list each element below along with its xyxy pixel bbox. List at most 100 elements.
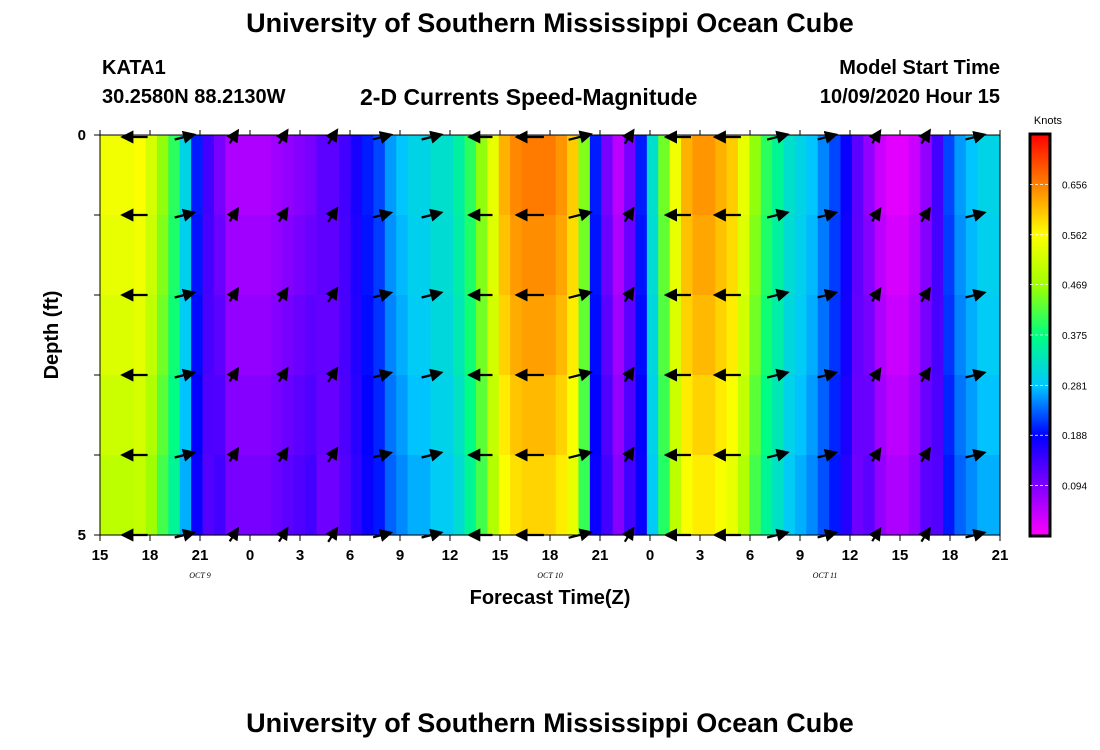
heatmap-cell bbox=[817, 375, 830, 456]
heatmap-cell bbox=[430, 375, 443, 456]
heatmap-cell bbox=[134, 455, 147, 536]
heatmap-cell bbox=[669, 375, 682, 456]
current-vector bbox=[568, 208, 593, 222]
heatmap-cell bbox=[897, 295, 910, 376]
current-vector bbox=[226, 128, 240, 144]
plot-title: 2-D Currents Speed-Magnitude bbox=[360, 84, 698, 110]
heatmap-cell bbox=[145, 375, 158, 456]
y-tick-label: 0 bbox=[78, 127, 86, 144]
heatmap-cell bbox=[248, 295, 261, 376]
current-vector bbox=[372, 449, 394, 462]
heatmap-cell bbox=[544, 455, 557, 536]
y-tick-label: 5 bbox=[78, 527, 86, 544]
heatmap-cell bbox=[635, 375, 648, 456]
heatmap-cell bbox=[487, 135, 500, 216]
heatmap-cell bbox=[646, 455, 659, 536]
heatmap-cell bbox=[544, 295, 557, 376]
heatmap-cell bbox=[715, 375, 728, 456]
heatmap-cell bbox=[179, 215, 192, 296]
heatmap-cell bbox=[327, 215, 340, 296]
x-axis-label: Forecast Time(Z) bbox=[470, 587, 631, 609]
heatmap-cell bbox=[794, 375, 807, 456]
heatmap-cell bbox=[589, 215, 602, 296]
heatmap-cell bbox=[532, 375, 545, 456]
x-tick-label: 6 bbox=[346, 547, 354, 564]
heatmap-cell bbox=[624, 135, 637, 216]
heatmap-cell bbox=[498, 135, 511, 216]
heatmap-cell bbox=[715, 455, 728, 536]
heatmap-cell bbox=[305, 135, 318, 216]
heatmap-cell bbox=[179, 375, 192, 456]
heatmap-cell bbox=[658, 135, 671, 216]
heatmap-cell bbox=[202, 215, 215, 296]
heatmap-cell bbox=[772, 375, 785, 456]
heatmap-cell bbox=[373, 135, 386, 216]
heatmap-cell bbox=[726, 135, 739, 216]
heatmap-cell bbox=[920, 215, 933, 296]
heatmap-cell bbox=[829, 375, 842, 456]
heatmap-cell bbox=[840, 215, 853, 296]
heatmap-cell bbox=[646, 135, 659, 216]
heatmap-cell bbox=[145, 455, 158, 536]
current-vector bbox=[174, 208, 197, 222]
heatmap-cell bbox=[817, 135, 830, 216]
current-vector bbox=[918, 286, 931, 303]
heatmap-cell bbox=[817, 215, 830, 296]
heatmap-cell bbox=[760, 455, 773, 536]
current-vector bbox=[868, 128, 882, 144]
heatmap-cell bbox=[783, 455, 796, 536]
current-vector bbox=[817, 448, 839, 462]
date-label: OCT 10 bbox=[537, 571, 562, 580]
heatmap-cell bbox=[510, 375, 523, 456]
heatmap-cell bbox=[521, 215, 534, 296]
heatmap-cell bbox=[532, 455, 545, 536]
y-axis-label: Depth (ft) bbox=[41, 291, 63, 380]
heatmap-cell bbox=[760, 215, 773, 296]
heatmap-cell bbox=[863, 455, 876, 536]
heatmap-cell bbox=[965, 295, 978, 376]
x-tick-label: 18 bbox=[942, 547, 959, 564]
heatmap-cell bbox=[396, 455, 409, 536]
current-vector bbox=[568, 288, 593, 302]
heatmap-cell bbox=[624, 455, 637, 536]
current-vector bbox=[421, 368, 444, 382]
heatmap-cell bbox=[407, 295, 420, 376]
heatmap-cell bbox=[362, 135, 375, 216]
heatmap-cell bbox=[521, 295, 534, 376]
heatmap-cell bbox=[145, 135, 158, 216]
heatmap-cell bbox=[931, 455, 944, 536]
heatmap-cell bbox=[191, 135, 204, 216]
heatmap-cell bbox=[396, 375, 409, 456]
heatmap-cell bbox=[658, 295, 671, 376]
heatmap-cell bbox=[886, 295, 899, 376]
heatmap-cell bbox=[544, 215, 557, 296]
heatmap-cell bbox=[692, 135, 705, 216]
heatmap-cell bbox=[806, 215, 819, 296]
heatmap-cell bbox=[236, 295, 249, 376]
current-vector bbox=[621, 286, 635, 303]
heatmap-cell bbox=[555, 135, 568, 216]
heatmap-cell bbox=[293, 455, 306, 536]
heatmap-cell bbox=[681, 375, 693, 456]
heatmap-cell bbox=[886, 375, 899, 456]
heatmap-cell bbox=[624, 295, 637, 376]
heatmap-cell bbox=[567, 295, 580, 376]
heatmap-cell bbox=[840, 455, 853, 536]
heatmap-cell bbox=[270, 215, 283, 296]
current-vector bbox=[226, 206, 240, 222]
heatmap-cell bbox=[817, 295, 830, 376]
current-vector bbox=[766, 288, 790, 302]
heatmap-cell bbox=[407, 375, 420, 456]
heatmap-cell bbox=[475, 295, 488, 376]
heatmap-cell bbox=[339, 375, 352, 456]
heatmap-cell bbox=[327, 295, 340, 376]
heatmap-cell bbox=[749, 135, 762, 216]
heatmap-cell bbox=[362, 215, 375, 296]
current-vector bbox=[421, 208, 444, 222]
heatmap-cell bbox=[487, 295, 500, 376]
heatmap-cell bbox=[327, 455, 340, 536]
heatmap-cell bbox=[794, 135, 807, 216]
current-vector bbox=[621, 446, 635, 463]
current-vector bbox=[372, 209, 394, 222]
heatmap-cell bbox=[453, 455, 466, 536]
